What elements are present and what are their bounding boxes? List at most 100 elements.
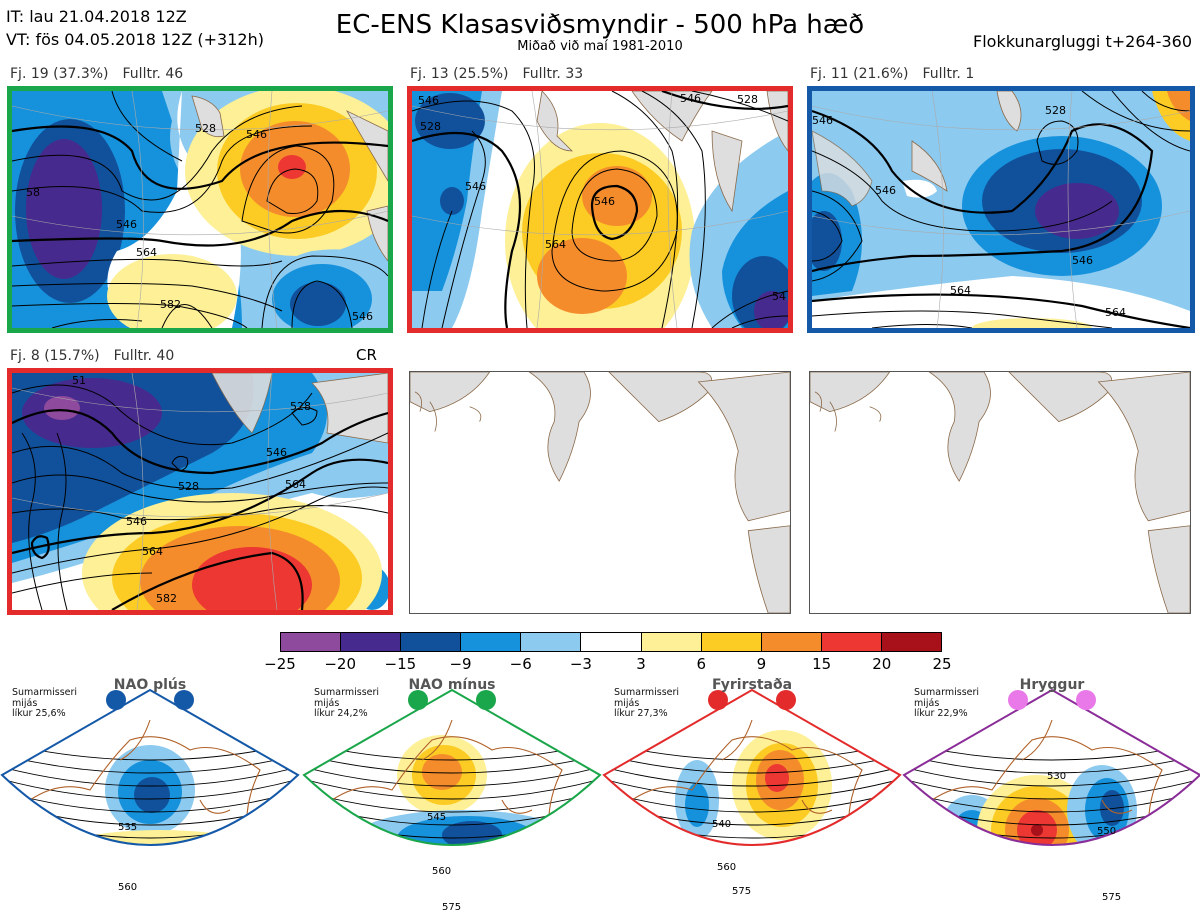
regime-map: [0, 688, 300, 846]
chart-title: EC-ENS Klasasviðsmyndir - 500 hPa hæð: [335, 10, 865, 40]
empty-panel-2-map: [810, 372, 1190, 613]
regime-name: NAO mínus: [408, 677, 496, 693]
cluster-2-contour-label: 546: [465, 180, 486, 193]
colorbar-tick-label: −20: [324, 655, 356, 673]
regime-info-line: líkur 24,2%: [314, 708, 368, 719]
regime-contour-label: 530: [1047, 771, 1067, 782]
cluster-4-contour-label: 564: [285, 478, 306, 491]
regime-contour-label: 545: [427, 812, 447, 823]
regime-dot: [708, 690, 728, 710]
cluster-3-map: [807, 86, 1195, 333]
regime-info-line: mijás: [614, 697, 640, 709]
regime-info-line: mijás: [314, 697, 340, 709]
cluster-1-label: Fj. 19 (37.3%) Fulltr. 46: [10, 66, 197, 82]
cluster-4-label: Fj. 8 (15.7%) Fulltr. 40: [10, 348, 188, 364]
regime-map: [302, 688, 602, 846]
cluster-3-label: Fj. 11 (21.6%) Fulltr. 1: [810, 66, 988, 82]
cluster-2-contour-label: 546: [594, 195, 615, 208]
regime-map: [902, 688, 1200, 846]
cluster-4-contour-label: 546: [126, 515, 147, 528]
cluster-2-map-graphic: [412, 91, 788, 328]
regime-info-line: Sumarmisseri: [914, 687, 980, 698]
cluster-1-map: [7, 86, 393, 333]
cluster-3-contour-label: 564: [1105, 306, 1126, 319]
regime-name: NAO plús: [113, 677, 187, 693]
colorbar-tick-label: 25: [932, 655, 952, 673]
cluster-2-members: Fulltr. 33: [522, 66, 584, 82]
regime-border: [0, 688, 300, 846]
cluster-3-contour-label: 546: [1072, 254, 1093, 267]
regime-info: Sumarmisseri mijás líkur 27,3%: [614, 687, 679, 720]
colorbar-tick-label: 15: [812, 655, 832, 673]
cluster-4-contour-label: 528: [290, 400, 311, 413]
cluster-4-cr-label: CR: [356, 346, 377, 364]
it-line: IT: lau 21.04.2018 12Z: [6, 7, 187, 26]
cluster-2-contour-label: 564: [545, 238, 566, 251]
cluster-4-title: Fj. 8 (15.7%): [10, 348, 100, 364]
cluster-1-map-graphic: [12, 91, 388, 328]
regime-dot: [1008, 690, 1028, 710]
cluster-4-map: [7, 368, 393, 615]
colorbar-tick-label: −15: [384, 655, 417, 673]
regime-map: [602, 688, 902, 846]
cluster-2-contour-label: 528: [737, 93, 758, 106]
cluster-2-label: Fj. 13 (25.5%) Fulltr. 33: [410, 66, 597, 82]
regime-contour-label: 535: [118, 822, 138, 833]
cluster-3-title: Fj. 11 (21.6%): [810, 66, 909, 82]
chart-subtitle: Miðað við maí 1981-2010: [517, 39, 683, 54]
colorbar-tick-label: −6: [509, 655, 532, 673]
cluster-4-contour-label: 51: [72, 374, 86, 387]
regime-legend: NAO mínus Sumarmisseri mijás líkur 24,2% 545…: [302, 677, 602, 913]
cluster-4-map-graphic: [12, 373, 388, 610]
colorbar-swatch: [401, 633, 462, 651]
cluster-1-contour-label: 564: [136, 246, 157, 259]
regime-info-line: Sumarmisseri: [12, 687, 78, 698]
regime-contour-label: 575: [732, 886, 752, 897]
empty-panel-1: [409, 371, 791, 614]
regime-border: [302, 688, 602, 846]
cluster-1-contour-label: 546: [246, 128, 267, 141]
cluster-2-map: [407, 86, 793, 333]
cluster-4-contour-label: 582: [156, 592, 177, 605]
colorbar-tick-label: −3: [569, 655, 592, 673]
colorbar-swatch: [461, 633, 522, 651]
cluster-1-contour-label: 546: [352, 310, 373, 323]
regime-name: Hryggur: [1019, 677, 1085, 693]
vt-line: VT: fös 04.05.2018 12Z (+312h): [6, 30, 264, 49]
cluster-1-contour-label: 58: [26, 186, 40, 199]
regime-contour-label: 540: [712, 819, 732, 830]
regime-info-line: mijás: [914, 697, 940, 709]
cluster-1-contour-label: 582: [160, 298, 181, 311]
cluster-4-members: Fulltr. 40: [113, 348, 175, 364]
colorbar-swatch: [641, 633, 702, 651]
colorbar-swatch: [281, 633, 342, 651]
colorbar-tick-label: 20: [872, 655, 892, 673]
cluster-2-title: Fj. 13 (25.5%): [410, 66, 509, 82]
cluster-4-contour-label: 528: [178, 480, 199, 493]
regime-info-line: líkur 22,9%: [914, 708, 968, 719]
cluster-3-members: Fulltr. 1: [922, 66, 975, 82]
regime-contour-label: 560: [717, 862, 737, 873]
regime-info-line: líkur 27,3%: [614, 708, 668, 719]
colorbar-tick-label: 6: [696, 655, 707, 673]
regime-name: Fyrirstaða: [711, 677, 793, 693]
colorbar-tick-label: 9: [756, 655, 767, 673]
regime-legend: Hryggur Sumarmisseri mijás líkur 22,9% 530 55…: [902, 677, 1200, 903]
regime-border: [902, 688, 1200, 846]
regime-border: [602, 688, 902, 846]
regime-info-line: mijás: [12, 697, 38, 709]
cluster-3-map-graphic: [812, 91, 1190, 328]
regime-dot: [776, 690, 796, 710]
cluster-2-contour-label: 528: [420, 120, 441, 133]
cluster-2-contour-label: 546: [418, 94, 439, 107]
colorbar-swatch: [701, 633, 762, 651]
regime-info: Sumarmisseri mijás líkur 25,6%: [12, 687, 78, 720]
regime-dot: [174, 690, 194, 710]
colorbar-swatch: [521, 633, 582, 651]
cluster-2-contour-label: 54: [772, 290, 786, 303]
regime-legend: Fyrirstaða Sumarmisseri mijás líkur 27,3% 54…: [602, 677, 902, 897]
regime-dot: [106, 690, 126, 710]
cluster-4-contour-label: 546: [266, 446, 287, 459]
regime-dot: [408, 690, 428, 710]
regime-dot: [1076, 690, 1096, 710]
